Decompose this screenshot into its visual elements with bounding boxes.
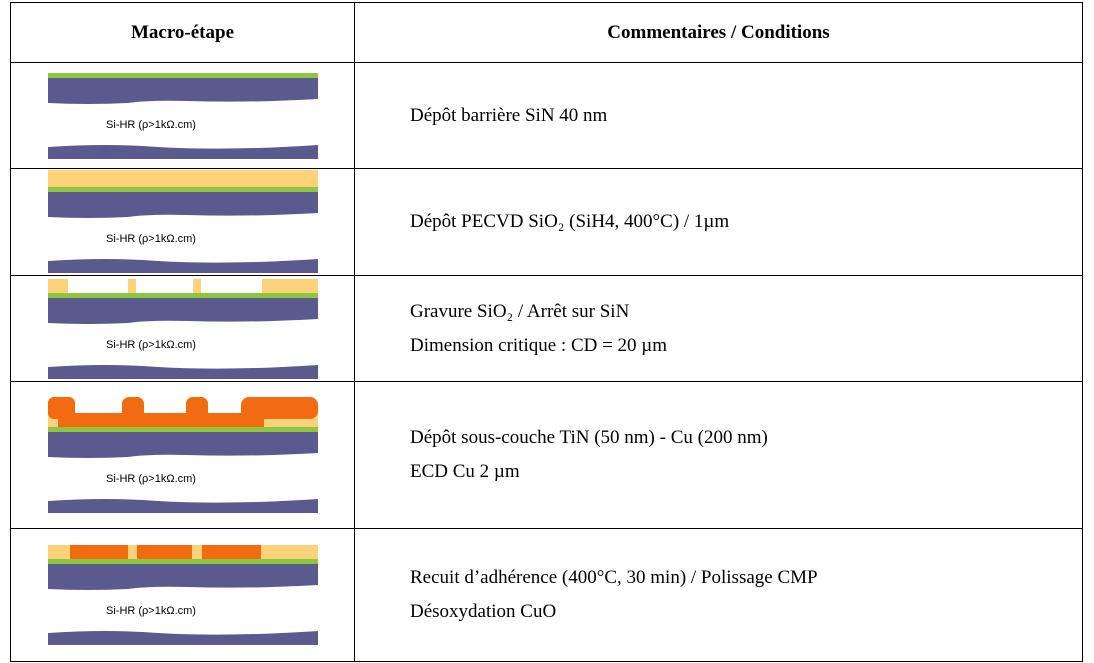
comment: Désoxydation CuO [410,601,557,622]
row: Si-HR (ρ>1kΩ.cm) Gravure SiO₂ / Arrêt su… [10,275,1083,382]
substrate-label: Si-HR (ρ>1kΩ.cm) [106,233,196,245]
comment-cell: Gravure SiO₂ / Arrêt sur SiN Dimension c… [354,275,1083,382]
comment: Recuit d’adhérence (400°C, 30 min) / Pol… [410,567,818,588]
cross-section: Si-HR (ρ>1kΩ.cm) [47,170,318,273]
image-cell: Si-HR (ρ>1kΩ.cm) [10,62,355,169]
cross-section: Si-HR (ρ>1kΩ.cm) [47,72,318,159]
row: Si-HR (ρ>1kΩ.cm) Recuit d’adhérence (400… [10,528,1083,662]
substrate-label: Si-HR (ρ>1kΩ.cm) [106,339,196,351]
row: Si-HR (ρ>1kΩ.cm) Dépôt PECVD SiO₂ (SiH4,… [10,168,1083,276]
row: Si-HR (ρ>1kΩ.cm) Dépôt sous-couche TiN (… [10,381,1083,529]
comment: Dépôt barrière SiN 40 nm [410,104,608,126]
comment: Dépôt sous-couche TiN (50 nm) - Cu (200 … [410,427,768,448]
comment-cell: Dépôt barrière SiN 40 nm [354,62,1083,169]
substrate-label: Si-HR (ρ>1kΩ.cm) [106,473,196,485]
cross-section: Si-HR (ρ>1kΩ.cm) [47,397,318,513]
image-cell: Si-HR (ρ>1kΩ.cm) [10,381,355,529]
process-table: Macro-étape Commentaires / Conditions Si… [10,2,1083,662]
comment: Gravure SiO₂ / Arrêt sur SiN [410,300,630,322]
header-cell: Commentaires / Conditions [354,2,1083,63]
comment: Dépôt PECVD SiO₂ (SiH4, 400°C) / 1µm [410,211,730,232]
cross-section: Si-HR (ρ>1kΩ.cm) [47,278,318,379]
comment: ECD Cu 2 µm [410,461,520,482]
image-cell: Si-HR (ρ>1kΩ.cm) [10,275,355,382]
substrate-label: Si-HR (ρ>1kΩ.cm) [106,605,196,617]
header-cell: Macro-étape [10,2,355,63]
image-cell: Si-HR (ρ>1kΩ.cm) [10,528,355,662]
substrate-label: Si-HR (ρ>1kΩ.cm) [106,119,196,131]
row: Si-HR (ρ>1kΩ.cm) Dépôt barrière SiN 40 n… [10,62,1083,169]
cross-section: Si-HR (ρ>1kΩ.cm) [47,545,318,645]
image-cell: Si-HR (ρ>1kΩ.cm) [10,168,355,276]
comment-cell: Dépôt PECVD SiO₂ (SiH4, 400°C) / 1µm [354,168,1083,276]
comment: Dimension critique : CD = 20 µm [410,334,668,356]
header-row: Macro-étape Commentaires / Conditions [10,2,1083,63]
comment-cell: Dépôt sous-couche TiN (50 nm) - Cu (200 … [354,381,1083,529]
comment-cell: Recuit d’adhérence (400°C, 30 min) / Pol… [354,528,1083,662]
